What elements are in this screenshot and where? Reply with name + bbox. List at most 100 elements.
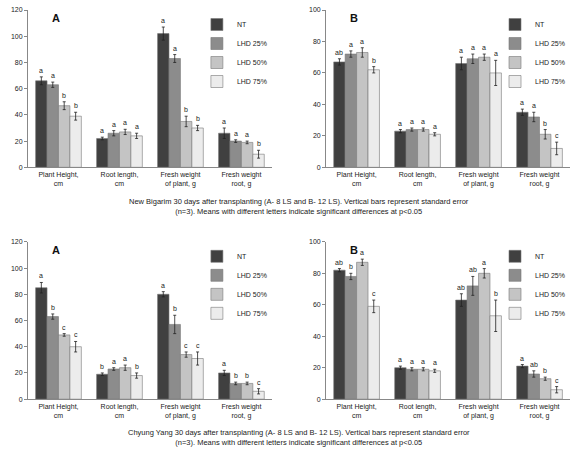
svg-text:LHD 25%: LHD 25% [535, 272, 565, 279]
svg-text:80: 80 [15, 59, 23, 66]
svg-text:a: a [482, 259, 486, 266]
svg-text:b: b [196, 115, 200, 122]
svg-text:Fresh weightof plant, g: Fresh weightof plant, g [459, 403, 499, 420]
svg-text:LHD 75%: LHD 75% [237, 78, 267, 85]
svg-text:a: a [410, 118, 414, 125]
svg-text:Fresh weightof plant, g: Fresh weightof plant, g [459, 171, 499, 188]
svg-text:a: a [222, 118, 226, 125]
svg-text:a: a [459, 47, 463, 54]
svg-text:a: a [100, 127, 104, 134]
svg-text:LHD 50%: LHD 50% [535, 59, 565, 66]
svg-text:40: 40 [15, 111, 23, 118]
svg-text:c: c [555, 377, 559, 384]
svg-text:a: a [123, 355, 127, 362]
svg-text:Fresh weightroot, g: Fresh weightroot, g [221, 403, 261, 420]
svg-text:a: a [482, 44, 486, 51]
svg-text:ab: ab [457, 284, 465, 291]
svg-text:c: c [196, 342, 200, 349]
svg-text:a: a [410, 358, 414, 365]
svg-text:ab: ab [469, 266, 477, 273]
svg-text:LHD 50%: LHD 50% [237, 59, 267, 66]
svg-text:80: 80 [313, 270, 321, 277]
svg-text:120: 120 [11, 6, 23, 13]
svg-text:a: a [471, 44, 475, 51]
svg-text:b: b [173, 305, 177, 312]
svg-text:a: a [421, 118, 425, 125]
svg-text:LHD 25%: LHD 25% [535, 40, 565, 47]
svg-text:a: a [112, 358, 116, 365]
svg-text:NT: NT [535, 21, 545, 28]
svg-text:80: 80 [15, 291, 23, 298]
svg-text:20: 20 [15, 369, 23, 376]
svg-text:a: a [245, 131, 249, 138]
svg-text:A: A [52, 244, 60, 256]
svg-text:20: 20 [313, 132, 321, 139]
svg-text:a: a [349, 41, 353, 48]
svg-text:0: 0 [317, 164, 321, 171]
svg-text:60: 60 [15, 317, 23, 324]
svg-text:b: b [257, 140, 261, 147]
svg-text:120: 120 [11, 238, 23, 245]
svg-text:a: a [222, 360, 226, 367]
svg-text:B: B [350, 244, 358, 256]
svg-text:New Bigarim 30 days after tran: New Bigarim 30 days after transplanting … [129, 197, 469, 216]
svg-text:a: a [51, 72, 55, 79]
svg-text:b: b [543, 120, 547, 127]
svg-text:b: b [543, 367, 547, 374]
svg-text:Fresh weightroot, g: Fresh weightroot, g [519, 171, 559, 188]
svg-text:b: b [51, 304, 55, 311]
svg-text:a: a [161, 282, 165, 289]
svg-text:c: c [372, 290, 376, 297]
svg-text:LHD 75%: LHD 75% [535, 78, 565, 85]
svg-text:ab: ab [530, 361, 538, 368]
svg-text:b: b [234, 372, 238, 379]
svg-text:c: c [257, 379, 261, 386]
svg-text:Chyung Yang 30 days after tran: Chyung Yang 30 days after transplanting … [128, 428, 470, 447]
svg-text:a: a [520, 99, 524, 106]
svg-text:a: a [234, 130, 238, 137]
svg-text:Plant Height,cm: Plant Height,cm [38, 171, 78, 187]
svg-text:NT: NT [535, 253, 545, 260]
svg-text:0: 0 [19, 396, 23, 403]
svg-text:a: a [532, 102, 536, 109]
svg-text:100: 100 [11, 265, 23, 272]
svg-text:Plant Height,cm: Plant Height,cm [38, 403, 78, 419]
svg-text:NT: NT [237, 253, 247, 260]
svg-text:60: 60 [313, 69, 321, 76]
svg-text:a: a [520, 355, 524, 362]
svg-text:40: 40 [313, 101, 321, 108]
svg-text:c: c [62, 324, 66, 331]
svg-text:b: b [494, 290, 498, 297]
svg-text:60: 60 [15, 85, 23, 92]
svg-text:Plant Height,cm: Plant Height,cm [337, 171, 377, 187]
svg-text:a: a [112, 121, 116, 128]
svg-text:Fresh weightroot, g: Fresh weightroot, g [221, 171, 261, 188]
svg-text:a: a [39, 272, 43, 279]
svg-text:b: b [372, 57, 376, 64]
svg-text:ab: ab [335, 49, 343, 56]
svg-text:LHD 50%: LHD 50% [237, 291, 267, 298]
svg-text:b: b [245, 372, 249, 379]
svg-text:Fresh weightof plant, g: Fresh weightof plant, g [160, 171, 200, 188]
svg-text:ab: ab [335, 259, 343, 266]
svg-text:b: b [100, 363, 104, 370]
svg-text:60: 60 [313, 301, 321, 308]
svg-text:b: b [184, 106, 188, 113]
svg-text:20: 20 [15, 138, 23, 145]
svg-text:40: 40 [313, 333, 321, 340]
svg-text:Plant Height,cm: Plant Height,cm [337, 403, 377, 419]
svg-text:a: a [494, 50, 498, 57]
svg-text:Root length,cm: Root length,cm [399, 403, 437, 419]
svg-text:b: b [74, 102, 78, 109]
svg-text:a: a [135, 123, 139, 130]
svg-text:40: 40 [15, 343, 23, 350]
svg-text:Root length,cm: Root length,cm [399, 171, 437, 187]
svg-text:B: B [350, 12, 358, 24]
svg-text:LHD 75%: LHD 75% [237, 310, 267, 317]
svg-text:20: 20 [313, 364, 321, 371]
svg-text:100: 100 [309, 6, 321, 13]
svg-text:Root length,cm: Root length,cm [101, 403, 139, 419]
svg-text:a: a [39, 67, 43, 74]
svg-text:LHD 75%: LHD 75% [535, 310, 565, 317]
svg-text:A: A [52, 12, 60, 24]
